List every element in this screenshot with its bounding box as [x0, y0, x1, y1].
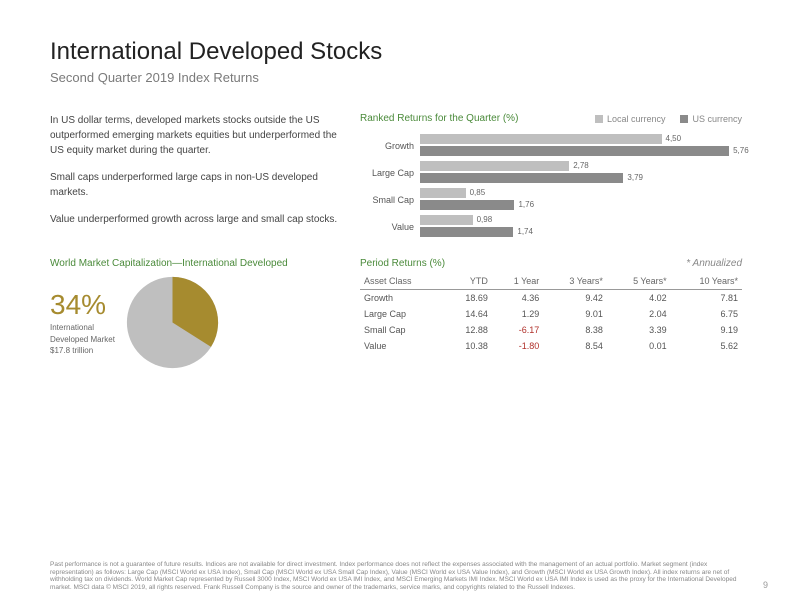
marketcap-sub1: International — [50, 323, 115, 333]
bar-row: Large Cap 2,78 3,79 — [360, 161, 742, 185]
table-cell: 3.39 — [607, 322, 671, 338]
table-cell: 4.02 — [607, 290, 671, 307]
bar-row: Value 0,98 1,74 — [360, 215, 742, 239]
marketcap-sub2: Developed Market — [50, 335, 115, 345]
bar-local — [420, 134, 662, 144]
table-header: 3 Years* — [543, 273, 607, 290]
bar-us — [420, 173, 623, 183]
table-row: Growth18.694.369.424.027.81 — [360, 290, 742, 307]
marketcap-sub3: $17.8 trillion — [50, 346, 115, 356]
table-cell: 9.01 — [543, 306, 607, 322]
bar-local-value: 4,50 — [666, 134, 682, 143]
table-header: 10 Years* — [671, 273, 742, 290]
pie-chart — [125, 275, 220, 370]
table-row: Small Cap12.88-6.178.383.399.19 — [360, 322, 742, 338]
page-number: 9 — [763, 580, 768, 590]
table-cell: -6.17 — [492, 322, 543, 338]
table-cell: 6.75 — [671, 306, 742, 322]
bar-local — [420, 161, 569, 171]
body-para-1: In US dollar terms, developed markets st… — [50, 113, 340, 158]
table-header: YTD — [445, 273, 492, 290]
marketcap-percent: 34% — [50, 289, 115, 321]
barchart-title: Ranked Returns for the Quarter (%) — [360, 113, 518, 124]
table-cell: 4.36 — [492, 290, 543, 307]
legend-label-us: US currency — [692, 114, 742, 124]
table-cell: 8.38 — [543, 322, 607, 338]
bar-label: Growth — [360, 141, 420, 151]
table-cell: 9.19 — [671, 322, 742, 338]
table-cell: 7.81 — [671, 290, 742, 307]
bar-row: Growth4,505,76 — [360, 134, 742, 158]
bar-label: Large Cap — [360, 168, 420, 178]
marketcap-title: World Market Capitalization—Internationa… — [50, 258, 340, 269]
bar-row: Small Cap 0,85 1,76 — [360, 188, 742, 212]
bar-us-value: 5,76 — [733, 146, 749, 155]
bar-us — [420, 146, 729, 156]
table-row: Value10.38-1.808.540.015.62 — [360, 338, 742, 354]
bar-local-value: 2,78 — [573, 161, 589, 170]
legend-swatch-local — [595, 115, 603, 123]
bar-us-value: 1,74 — [517, 227, 533, 236]
table-cell: 0.01 — [607, 338, 671, 354]
table-cell: 2.04 — [607, 306, 671, 322]
table-cell: Small Cap — [360, 322, 445, 338]
bar-us — [420, 200, 514, 210]
disclaimer-text: Past performance is not a guarantee of f… — [50, 561, 742, 592]
body-para-2: Small caps underperformed large caps in … — [50, 170, 340, 200]
table-header: 1 Year — [492, 273, 543, 290]
bar-us-value: 3,79 — [627, 173, 643, 182]
legend-swatch-us — [680, 115, 688, 123]
bar-local — [420, 188, 466, 198]
table-cell: 14.64 — [445, 306, 492, 322]
table-cell: 9.42 — [543, 290, 607, 307]
barchart-body: Growth4,505,76Large Cap2,783,79Small Cap… — [360, 134, 742, 239]
body-text: In US dollar terms, developed markets st… — [50, 113, 340, 242]
table-cell: -1.80 — [492, 338, 543, 354]
bar-label: Value — [360, 222, 420, 232]
table-cell: 12.88 — [445, 322, 492, 338]
table-row: Large Cap14.641.299.012.046.75 — [360, 306, 742, 322]
barchart-legend: Local currency US currency — [595, 114, 742, 124]
table-header: 5 Years* — [607, 273, 671, 290]
table-cell: 1.29 — [492, 306, 543, 322]
period-table: Asset ClassYTD1 Year3 Years*5 Years*10 Y… — [360, 273, 742, 354]
bar-us-value: 1,76 — [518, 200, 534, 209]
bar-local-value: 0,98 — [477, 215, 493, 224]
table-cell: 5.62 — [671, 338, 742, 354]
page-title: International Developed Stocks — [50, 38, 742, 66]
table-cell: 18.69 — [445, 290, 492, 307]
table-cell: Large Cap — [360, 306, 445, 322]
body-para-3: Value underperformed growth across large… — [50, 212, 340, 227]
table-cell: 10.38 — [445, 338, 492, 354]
legend-label-local: Local currency — [607, 114, 666, 124]
table-cell: Growth — [360, 290, 445, 307]
bar-local — [420, 215, 473, 225]
page-subtitle: Second Quarter 2019 Index Returns — [50, 70, 742, 85]
bar-us — [420, 227, 513, 237]
annualized-note: * Annualized — [686, 258, 742, 269]
table-header: Asset Class — [360, 273, 445, 290]
bar-local-value: 0,85 — [470, 188, 486, 197]
period-table-title: Period Returns (%) — [360, 258, 445, 269]
table-cell: Value — [360, 338, 445, 354]
table-cell: 8.54 — [543, 338, 607, 354]
bar-label: Small Cap — [360, 195, 420, 205]
